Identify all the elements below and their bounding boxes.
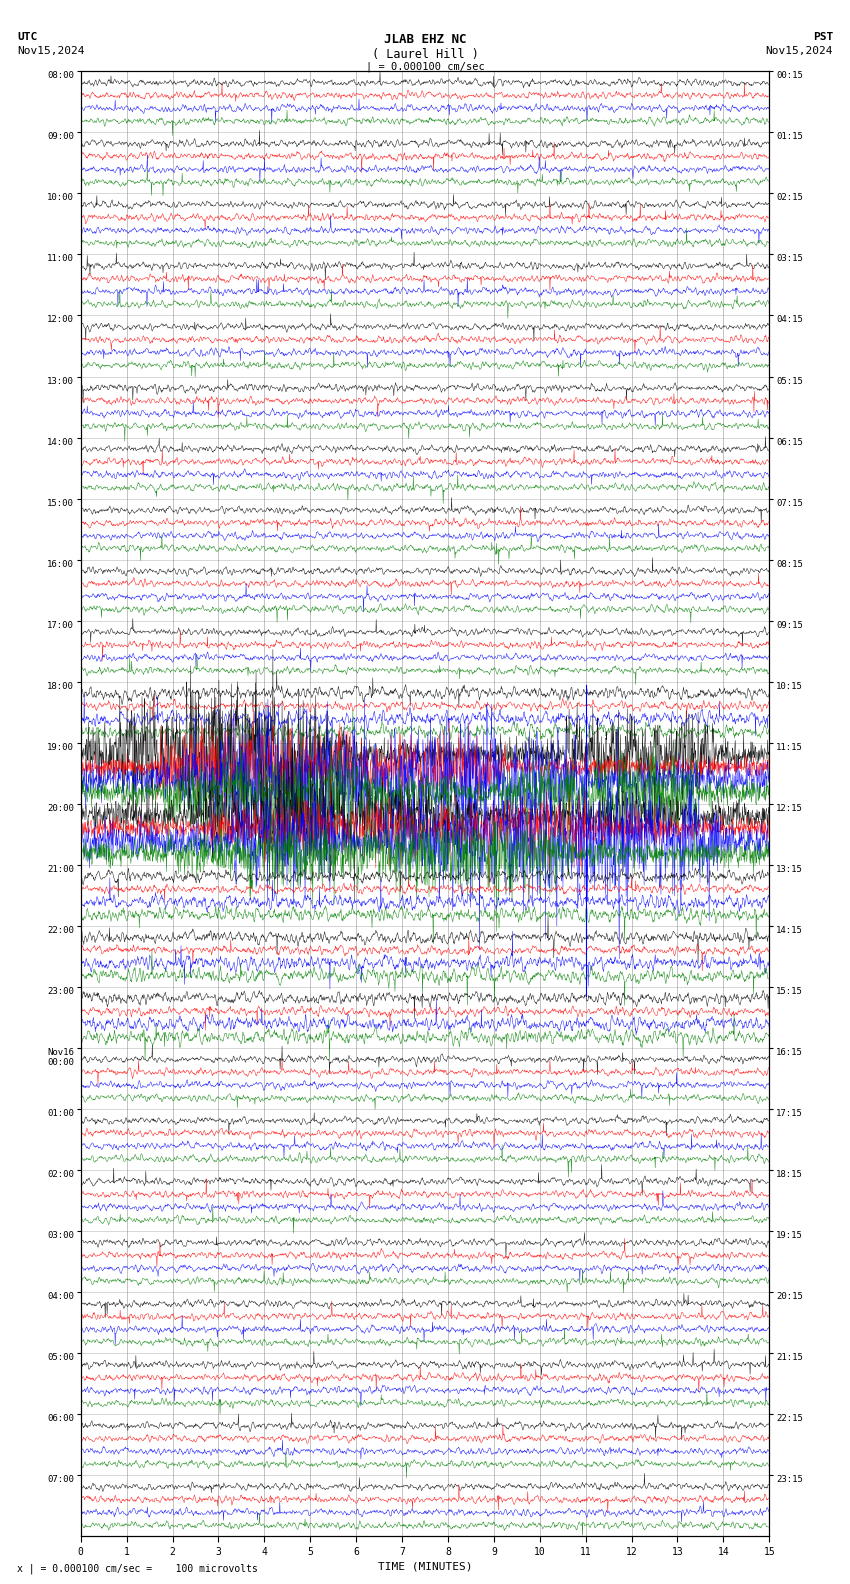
Text: Nov15,2024: Nov15,2024	[17, 46, 84, 55]
Text: | = 0.000100 cm/sec: | = 0.000100 cm/sec	[366, 62, 484, 73]
X-axis label: TIME (MINUTES): TIME (MINUTES)	[377, 1562, 473, 1571]
Text: UTC: UTC	[17, 32, 37, 41]
Text: JLAB EHZ NC: JLAB EHZ NC	[383, 33, 467, 46]
Text: PST: PST	[813, 32, 833, 41]
Text: Nov15,2024: Nov15,2024	[766, 46, 833, 55]
Text: ( Laurel Hill ): ( Laurel Hill )	[371, 48, 479, 60]
Text: x | = 0.000100 cm/sec =    100 microvolts: x | = 0.000100 cm/sec = 100 microvolts	[17, 1563, 258, 1574]
